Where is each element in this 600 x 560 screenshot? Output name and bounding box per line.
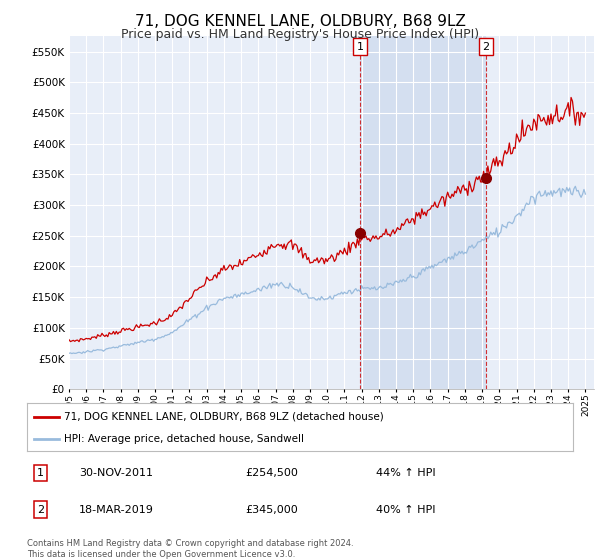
Bar (360, 36, 485, 389)
Text: 18-MAR-2019: 18-MAR-2019 (79, 505, 154, 515)
Text: Contains HM Land Registry data © Crown copyright and database right 2024.
This d: Contains HM Land Registry data © Crown c… (27, 539, 353, 559)
Text: 71, DOG KENNEL LANE, OLDBURY, B68 9LZ: 71, DOG KENNEL LANE, OLDBURY, B68 9LZ (134, 14, 466, 29)
Text: 1: 1 (356, 41, 364, 52)
Text: 2: 2 (482, 41, 489, 52)
Text: HPI: Average price, detached house, Sandwell: HPI: Average price, detached house, Sand… (64, 434, 304, 444)
Text: Price paid vs. HM Land Registry's House Price Index (HPI): Price paid vs. HM Land Registry's House … (121, 28, 479, 41)
Text: 71, DOG KENNEL LANE, OLDBURY, B68 9LZ (detached house): 71, DOG KENNEL LANE, OLDBURY, B68 9LZ (d… (64, 412, 384, 422)
Text: £254,500: £254,500 (245, 468, 298, 478)
Text: 30-NOV-2011: 30-NOV-2011 (79, 468, 153, 478)
Text: 2: 2 (37, 505, 44, 515)
Text: 40% ↑ HPI: 40% ↑ HPI (376, 505, 436, 515)
Text: 1: 1 (37, 468, 44, 478)
Text: £345,000: £345,000 (245, 505, 298, 515)
Text: 44% ↑ HPI: 44% ↑ HPI (376, 468, 436, 478)
